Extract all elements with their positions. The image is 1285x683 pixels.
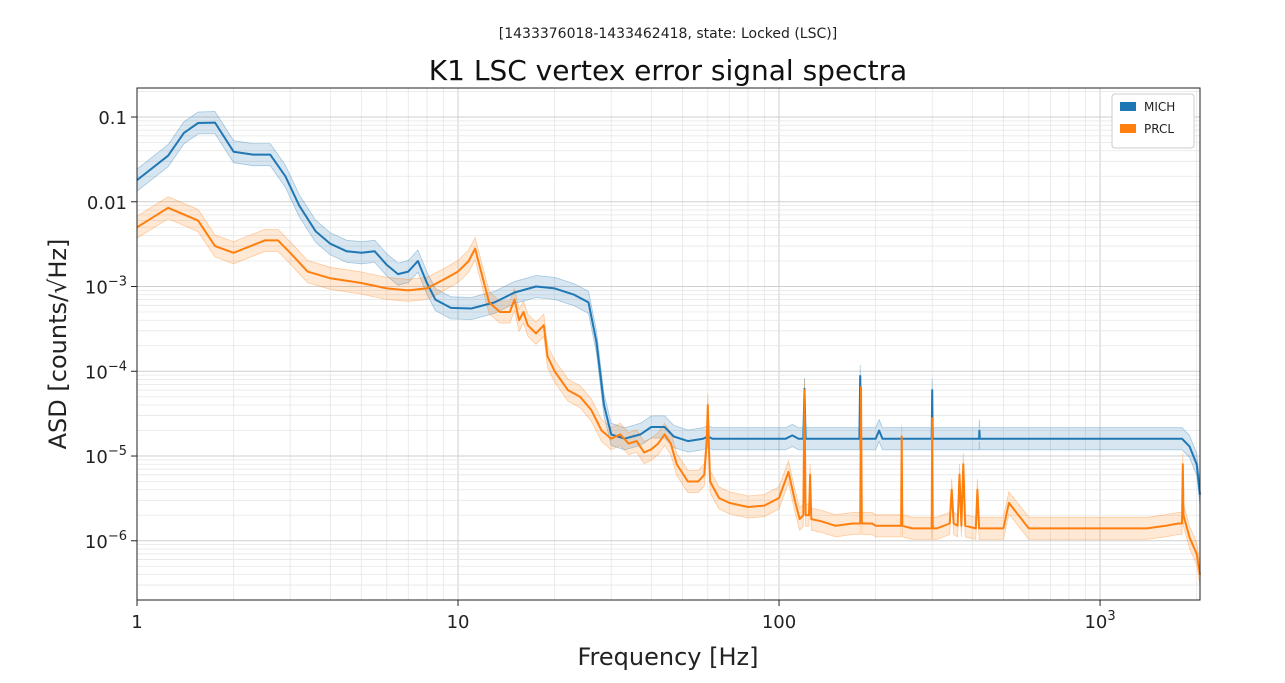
grid-layer	[136, 88, 1200, 601]
x-tick-label: 10	[447, 612, 470, 633]
x-tick-label: 100	[762, 612, 796, 633]
line-layer	[136, 121, 1201, 575]
ticks-layer: 1 10 100 103 0.1 0.01 10−3 10−4 10−5 10−6	[85, 108, 1116, 633]
y-axis-label: ASD [counts/√Hz]	[44, 239, 72, 450]
y-tick-label: 10−5	[85, 444, 127, 468]
series-band-prcl	[136, 196, 1201, 586]
x-axis-label: Frequency [Hz]	[578, 643, 759, 671]
y-tick-label: 10−6	[85, 529, 127, 553]
y-tick-label: 10−3	[85, 275, 127, 299]
legend: MICH PRCL	[1111, 93, 1195, 149]
chart-title: K1 LSC vertex error signal spectra	[429, 54, 907, 87]
y-tick-label: 0.1	[98, 108, 127, 129]
chart-subtitle: [1433376018-1433462418, state: Locked (L…	[499, 26, 837, 42]
legend-swatch-prcl	[1120, 124, 1136, 133]
x-tick-label: 103	[1084, 609, 1115, 633]
y-tick-label: 0.01	[87, 193, 127, 214]
legend-label-mich: MICH	[1144, 100, 1175, 114]
series-line-prcl	[136, 206, 1201, 575]
x-tick-label: 1	[131, 612, 142, 633]
y-tick-label: 10−4	[85, 359, 127, 383]
plot-frame	[136, 87, 1201, 601]
legend-swatch-mich	[1120, 102, 1136, 111]
legend-label-prcl: PRCL	[1144, 122, 1174, 136]
band-layer	[136, 111, 1201, 586]
